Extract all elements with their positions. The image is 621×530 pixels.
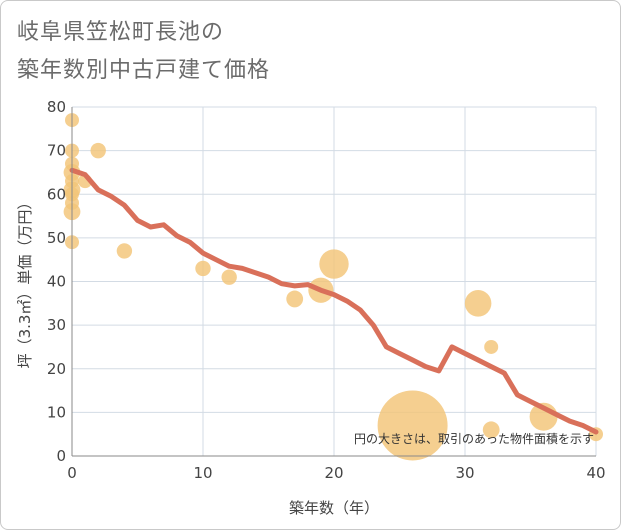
y-tick-label-10: 10 [47, 403, 66, 421]
x-tick-label-0: 0 [67, 464, 77, 482]
y-tick-label-50: 50 [47, 229, 66, 247]
y-tick-label-0: 0 [56, 447, 66, 465]
bubble-point-15 [286, 290, 304, 308]
trend-line [69, 167, 599, 435]
title-line-2: 築年数別中古戸建て価格 [17, 58, 271, 83]
x-tick-label-40: 40 [586, 464, 605, 482]
y-tick-label-30: 30 [47, 316, 66, 334]
y-tick-label-70: 70 [47, 142, 66, 160]
chart-title: 岐阜県笠松町長池の 築年数別中古戸建て価格 [17, 14, 577, 90]
y-tick-label-60: 60 [47, 185, 66, 203]
x-tick-label-10: 10 [193, 464, 212, 482]
axes [71, 107, 596, 457]
tick-labels: 0 10 20 30 40 50 60 70 80 0 10 20 30 40 [47, 98, 606, 482]
bubble-series [63, 113, 603, 461]
x-tick-label-20: 20 [324, 464, 343, 482]
bubble-point-14 [221, 269, 237, 285]
y-tick-label-40: 40 [47, 273, 66, 291]
size-annotation: 円の大きさは、取引のあった物件面積を示す [354, 431, 594, 446]
bubble-point-21 [482, 421, 500, 439]
bubble-point-20 [484, 339, 499, 354]
bubble-point-11 [90, 142, 106, 159]
bubble-point-19 [464, 290, 492, 317]
x-tick-label-30: 30 [455, 464, 474, 482]
grid-lines [72, 106, 597, 456]
bubble-point-13 [195, 260, 211, 277]
y-tick-label-20: 20 [47, 360, 66, 378]
title-line-1: 岐阜県笠松町長池の [17, 20, 225, 45]
y-tick-label-80: 80 [47, 98, 66, 116]
y-axis-title: 坪（3.3㎡）単価（万円） [16, 195, 34, 369]
bubble-point-12 [116, 243, 133, 259]
x-axis-title: 築年数（年） [289, 499, 379, 517]
bubble-point-18 [377, 390, 448, 461]
bubble-point-17 [319, 249, 349, 279]
